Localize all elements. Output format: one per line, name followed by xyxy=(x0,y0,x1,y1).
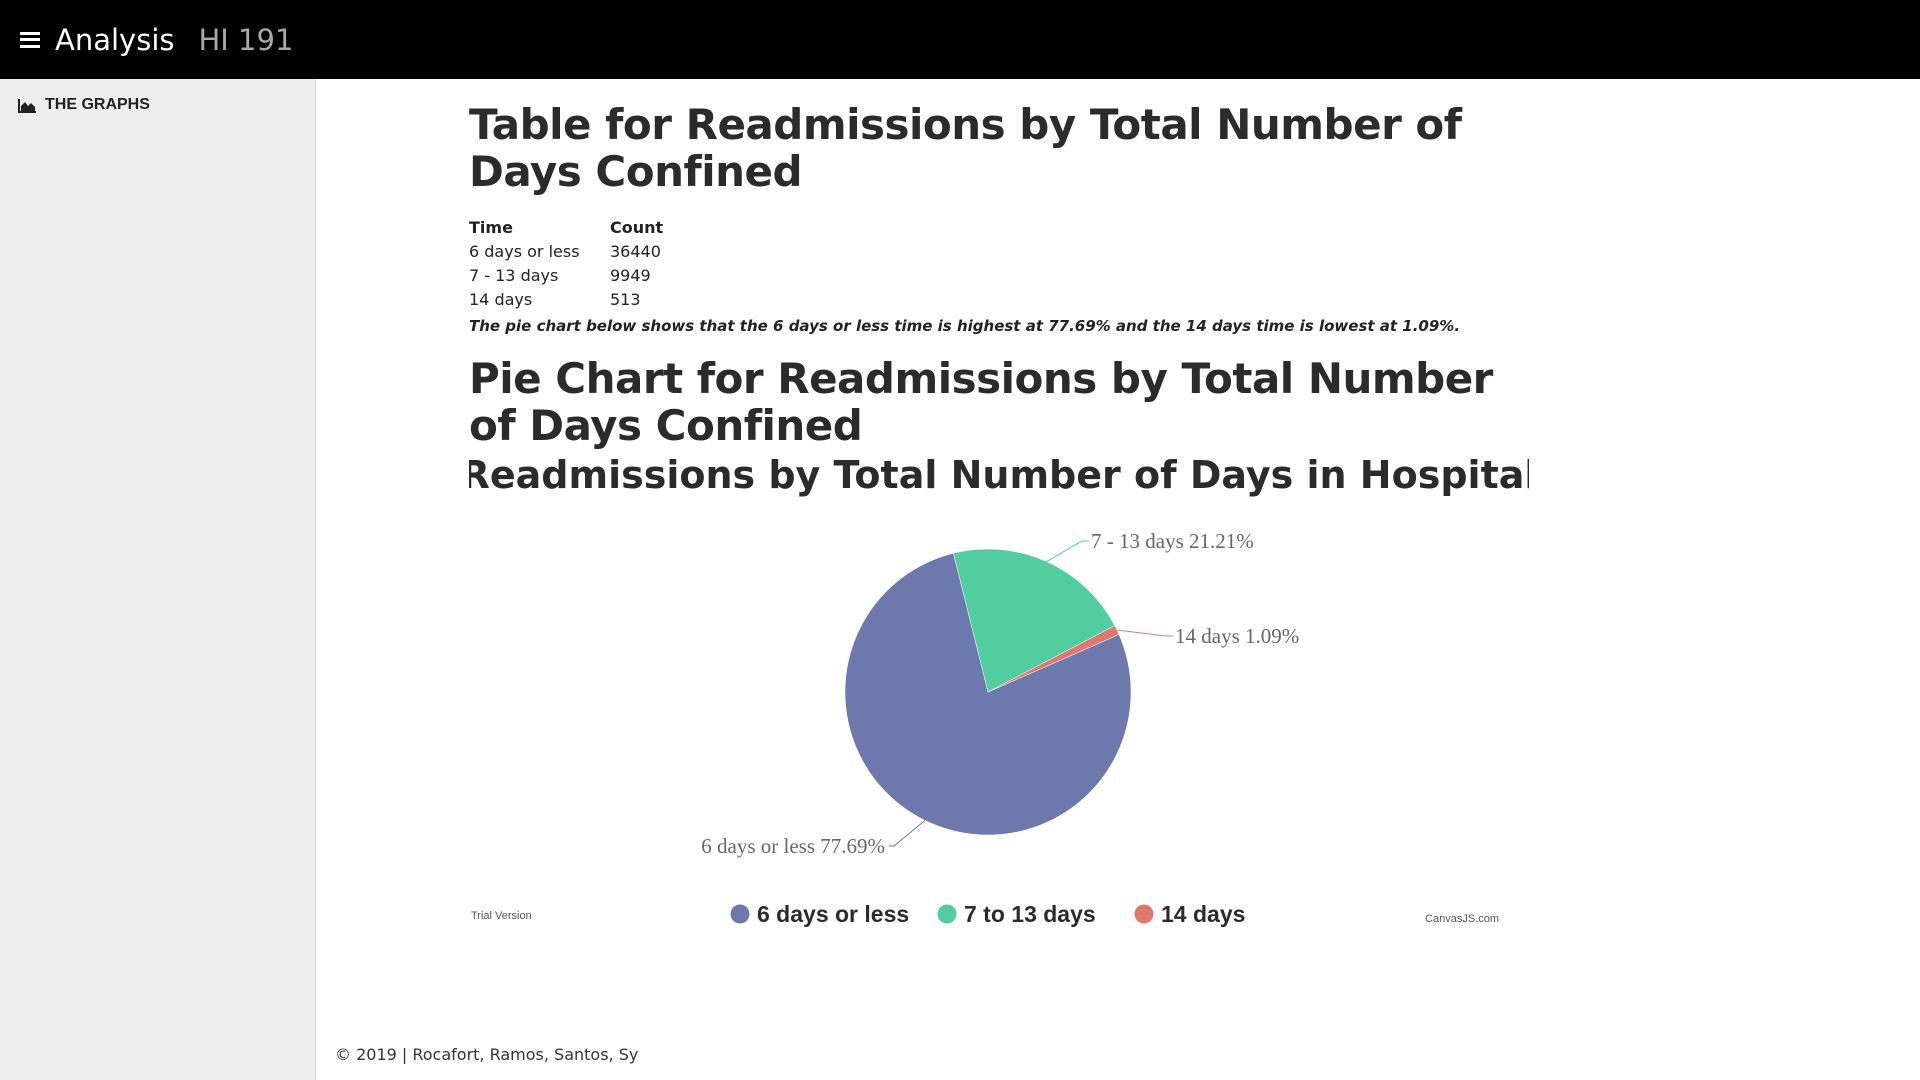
table-cell: 9949 xyxy=(610,265,651,285)
column-header-time: Time xyxy=(469,217,513,237)
table-cell: 14 days xyxy=(469,289,533,309)
leader-line xyxy=(1046,540,1089,562)
sidebar-item-the-graphs[interactable]: THE GRAPHS xyxy=(18,96,150,114)
readmissions-table: Time Count 6 days or less 36440 7 - 13 d… xyxy=(469,215,663,311)
pie-chart: Readmissions by Total Number of Days in … xyxy=(469,453,1529,953)
sidebar: THE GRAPHS xyxy=(0,79,316,1080)
canvasjs-credit: CanvasJS.com xyxy=(1425,913,1499,925)
slice-label: 7 - 13 days 21.21% xyxy=(1091,529,1254,553)
sidebar-item-label: THE GRAPHS xyxy=(45,96,150,113)
app-subtitle: HI 191 xyxy=(198,22,294,57)
top-app-bar: Analysis HI 191 xyxy=(0,0,1920,79)
leader-line xyxy=(1116,629,1173,637)
table-cell: 513 xyxy=(610,289,641,309)
legend-marker xyxy=(937,904,957,924)
leader-line xyxy=(889,819,926,847)
footer-copyright: © 2019 | Rocafort, Ramos, Santos, Sy xyxy=(335,1045,639,1064)
trial-version-watermark: Trial Version xyxy=(471,910,532,922)
column-header-count: Count xyxy=(610,217,664,237)
pie-chart-svg: Readmissions by Total Number of Days in … xyxy=(469,453,1529,927)
main-content: Table for Readmissions by Total Number o… xyxy=(317,79,1920,1080)
table-row: 14 days 513 xyxy=(469,287,663,311)
slice-label: 14 days 1.09% xyxy=(1175,624,1299,648)
app-title: Analysis xyxy=(55,22,175,57)
table-row: 7 - 13 days 9949 xyxy=(469,263,663,287)
table-heading: Table for Readmissions by Total Number o… xyxy=(469,100,1462,196)
area-chart-icon xyxy=(18,98,36,113)
pie-slice xyxy=(844,552,1132,836)
table-cell: 36440 xyxy=(610,241,661,261)
hamburger-menu-icon[interactable] xyxy=(20,31,40,48)
legend-marker xyxy=(730,904,750,924)
pie-slice xyxy=(953,548,1116,693)
table-cell: 7 - 13 days xyxy=(469,265,559,285)
legend-marker xyxy=(1134,904,1154,924)
chart-summary-note: The pie chart below shows that the 6 day… xyxy=(469,317,1461,335)
table-row: 6 days or less 36440 xyxy=(469,239,663,263)
table-header-row: Time Count xyxy=(469,215,663,239)
legend-label: 6 days or less xyxy=(757,901,909,927)
table-cell: 6 days or less xyxy=(469,241,580,261)
legend-label: 7 to 13 days xyxy=(964,901,1096,927)
chart-heading: Pie Chart for Readmissions by Total Numb… xyxy=(469,354,1493,450)
chart-title: Readmissions by Total Number of Days in … xyxy=(469,453,1529,497)
slice-label: 6 days or less 77.69% xyxy=(701,834,885,858)
legend-label: 14 days xyxy=(1161,901,1245,927)
